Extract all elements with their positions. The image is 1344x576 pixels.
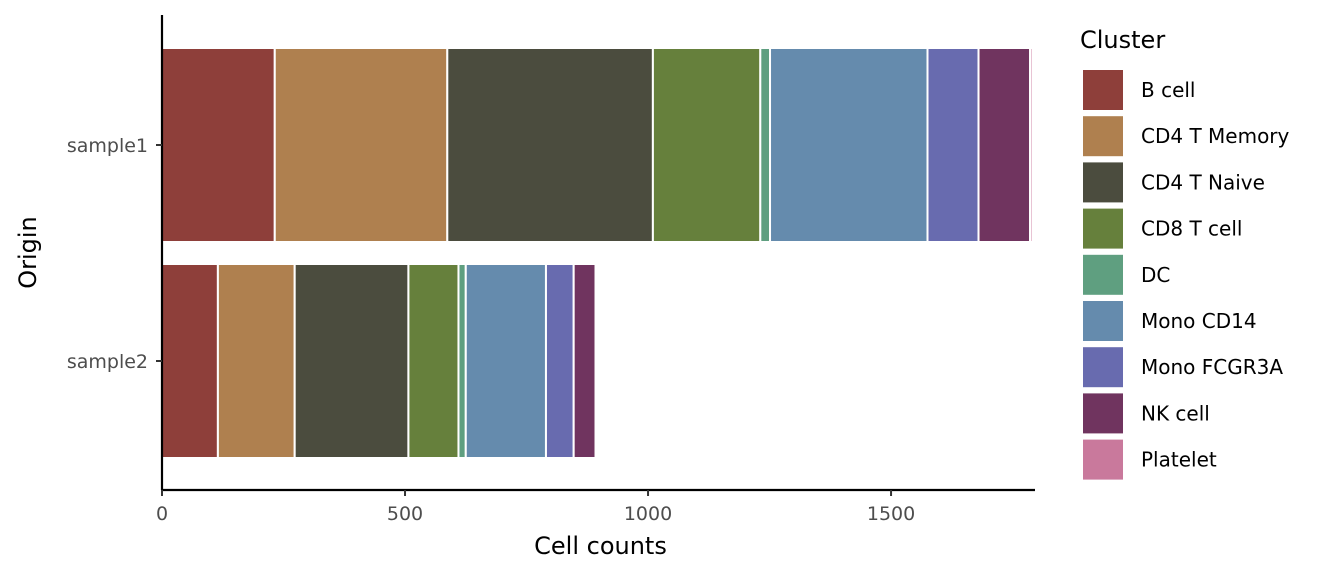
- x-tick-label: 500: [387, 503, 423, 525]
- bar-sample1-cd4-t-memory: [273, 47, 449, 243]
- legend-label: B cell: [1141, 78, 1196, 102]
- y-tick-label: sample1: [67, 135, 148, 157]
- bar-sample2-cd4-t-naive: [293, 263, 410, 459]
- bar-sample1-platelet: [1029, 47, 1034, 243]
- bar-sample2-cd4-t-memory: [216, 263, 296, 459]
- legend-label: Platelet: [1141, 448, 1217, 472]
- legend-key: [1083, 116, 1123, 157]
- bar-sample1-cd8-t-cell: [651, 47, 762, 243]
- legend-key: [1083, 70, 1123, 110]
- legend-label: CD4 T Naive: [1141, 170, 1265, 194]
- bar-sample1-nk-cell: [977, 47, 1032, 243]
- y-axis-ticks: sample1 sample2: [67, 135, 162, 373]
- legend-key: [1083, 254, 1123, 295]
- legend-label: CD4 T Memory: [1141, 124, 1290, 148]
- bar-sample1-cd4-t-naive: [446, 47, 654, 243]
- bar-sample2-b-cell: [161, 263, 219, 459]
- x-tick-label: 1500: [867, 503, 915, 525]
- legend-key: [1083, 439, 1123, 480]
- bar-sample1-b-cell: [161, 47, 276, 243]
- x-tick-label: 1000: [624, 503, 672, 525]
- legend-key: [1083, 162, 1123, 203]
- legend-key: [1083, 208, 1123, 249]
- legend-label: NK cell: [1141, 401, 1210, 425]
- x-axis-ticks: 0 500 1000 1500: [156, 490, 915, 525]
- bar-sample2-mono-fcgr3a: [544, 263, 575, 459]
- legend-label: DC: [1141, 263, 1170, 287]
- legend-key: [1083, 347, 1123, 388]
- bar-sample1-mono-fcgr3a: [926, 47, 980, 243]
- legend-key: [1083, 393, 1123, 434]
- legend-title: Cluster: [1080, 26, 1165, 54]
- legend-label: CD8 T cell: [1141, 217, 1242, 241]
- legend-label: Mono CD14: [1141, 309, 1257, 333]
- bar-sample1-mono-cd14: [769, 47, 929, 243]
- legend-key: [1083, 301, 1123, 341]
- y-axis-title: Origin: [14, 216, 42, 289]
- bar-sample2-mono-cd14: [464, 263, 547, 459]
- legend-label: Mono FCGR3A: [1141, 355, 1283, 379]
- x-axis-title: Cell counts: [534, 532, 667, 560]
- bar-sample1-dc: [759, 47, 772, 243]
- x-tick-label: 0: [156, 503, 168, 525]
- bar-sample2-cd8-t-cell: [407, 263, 460, 459]
- bar-sample2-dc: [457, 263, 467, 459]
- legend: Cluster B cell CD4 T Memory CD4 T Naive CD8…: [1080, 26, 1290, 480]
- y-tick-label: sample2: [67, 351, 148, 373]
- bars-layer: [161, 47, 1034, 459]
- bar-sample2-nk-cell: [572, 263, 597, 459]
- bar-sample2-platelet: [594, 263, 599, 459]
